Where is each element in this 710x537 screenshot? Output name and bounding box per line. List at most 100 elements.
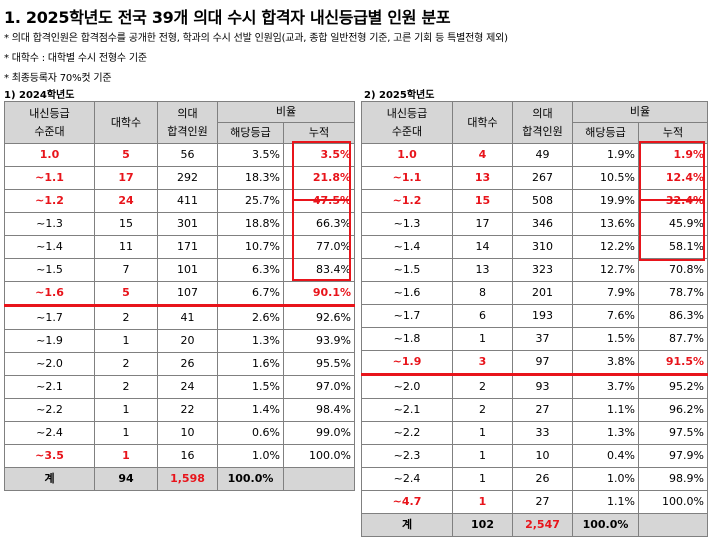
cell-univ: 7: [94, 258, 158, 282]
total-row: 계 102 2,547 100.0%: [361, 513, 708, 537]
table-row: ~2.1 2 27 1.1% 96.2%: [361, 398, 708, 422]
cell-cum: 100.0%: [638, 490, 708, 514]
cell-univ: 13: [452, 258, 513, 282]
cell-ratio: 18.8%: [217, 212, 284, 236]
cell-univ: 1: [94, 398, 158, 422]
table-row: ~1.1 13 267 10.5% 12.4%: [361, 166, 708, 190]
cell-admit: 27: [512, 490, 573, 514]
cell-cum: 93.9%: [283, 329, 355, 353]
header-admitted: 의대 합격인원: [157, 101, 218, 144]
cell-ratio: 12.2%: [572, 235, 639, 259]
cell-admit: 193: [512, 304, 573, 328]
cell-ratio: 0.6%: [217, 421, 284, 445]
cell-cum: 98.4%: [283, 398, 355, 422]
cell-univ: 2: [94, 375, 158, 399]
cell-grade: ~1.4: [361, 235, 453, 259]
cell-univ: 1: [452, 421, 513, 445]
cell-cum: 77.0%: [283, 235, 355, 259]
table-row: 1.0 4 49 1.9% 1.9%: [361, 143, 708, 167]
cell-grade: ~1.2: [361, 189, 453, 213]
cell-ratio: 3.8%: [572, 350, 639, 376]
cell-grade: ~1.7: [361, 304, 453, 328]
cell-ratio: 1.0%: [217, 444, 284, 468]
cell-univ: 1: [452, 327, 513, 351]
table-row: ~3.5 1 16 1.0% 100.0%: [4, 444, 355, 468]
table-row: ~2.2 1 33 1.3% 97.5%: [361, 421, 708, 445]
note-admissions: * 의대 합격인원은 합격점수를 공개한 전형, 학과의 수시 선발 인원임(교…: [4, 33, 508, 44]
note-cutoff: * 최종등록자 70%컷 기준: [4, 73, 112, 84]
cell-univ: 15: [452, 189, 513, 213]
table-row: ~2.4 1 10 0.6% 99.0%: [4, 421, 355, 445]
cell-grade: ~1.5: [361, 258, 453, 282]
total-label: 계: [4, 467, 95, 491]
table-2024: 내신등급 수준대 대학수 의대 합격인원 비율 해당등급 누적 1.0 5 56 3.…: [4, 101, 355, 491]
total-admit: 2,547: [512, 513, 573, 537]
cell-cum: 90.1%: [283, 281, 355, 307]
cell-admit: 93: [512, 374, 573, 399]
table-2024-label: 1) 2024학년도: [4, 90, 75, 101]
cell-admit: 508: [512, 189, 573, 213]
header-grade-line1: 내신등급: [29, 106, 70, 120]
cell-grade: ~1.1: [361, 166, 453, 190]
cell-grade: ~1.6: [361, 281, 453, 305]
cell-univ: 5: [94, 143, 158, 167]
cell-ratio: 1.0%: [572, 467, 639, 491]
cell-cum: 58.1%: [638, 235, 708, 259]
cell-admit: 56: [157, 143, 218, 167]
header-ratio: 비율: [572, 101, 708, 123]
cell-admit: 41: [157, 305, 218, 330]
cell-grade: ~2.3: [361, 444, 453, 468]
cell-admit: 411: [157, 189, 218, 213]
header-grade: 내신등급 수준대: [361, 101, 453, 144]
page-title: 1. 2025학년도 전국 39개 의대 수시 합격자 내신등급별 인원 분포: [4, 8, 451, 27]
cell-cum: 66.3%: [283, 212, 355, 236]
cell-univ: 1: [452, 444, 513, 468]
cell-univ: 24: [94, 189, 158, 213]
cell-ratio: 1.1%: [572, 398, 639, 422]
cell-univ: 13: [452, 166, 513, 190]
total-cum-empty: [283, 467, 355, 491]
total-row: 계 94 1,598 100.0%: [4, 467, 355, 491]
cell-cum: 1.9%: [638, 143, 708, 167]
header-univ-count: 대학수: [94, 101, 158, 144]
cell-grade: ~2.0: [4, 352, 95, 376]
cell-cum: 83.4%: [283, 258, 355, 282]
cell-univ: 17: [452, 212, 513, 236]
table-row: ~2.4 1 26 1.0% 98.9%: [361, 467, 708, 491]
cell-ratio: 1.5%: [572, 327, 639, 351]
cell-grade: ~1.3: [4, 212, 95, 236]
cell-grade: ~1.6: [4, 281, 95, 307]
table-row: ~1.6 8 201 7.9% 78.7%: [361, 281, 708, 305]
total-label: 계: [361, 513, 453, 537]
cell-grade: ~2.2: [4, 398, 95, 422]
cell-grade: 1.0: [4, 143, 95, 167]
cell-ratio: 10.7%: [217, 235, 284, 259]
table-row: ~2.3 1 10 0.4% 97.9%: [361, 444, 708, 468]
cell-grade: ~2.4: [4, 421, 95, 445]
cell-ratio: 0.4%: [572, 444, 639, 468]
cell-cum: 99.0%: [283, 421, 355, 445]
header-grade-line2: 수준대: [391, 124, 423, 138]
table-2025: 내신등급 수준대 대학수 의대 합격인원 비율 해당등급 누적 1.0 4 49 1.…: [361, 101, 708, 537]
cell-admit: 49: [512, 143, 573, 167]
cell-cum: 87.7%: [638, 327, 708, 351]
cell-cum: 95.5%: [283, 352, 355, 376]
cell-admit: 171: [157, 235, 218, 259]
cell-cum: 100.0%: [283, 444, 355, 468]
header-admitted-line1: 의대: [177, 106, 198, 120]
cell-ratio: 1.1%: [572, 490, 639, 514]
cell-grade: ~2.2: [361, 421, 453, 445]
cell-admit: 201: [512, 281, 573, 305]
table-row: 1.0 5 56 3.5% 3.5%: [4, 143, 355, 167]
table-row: ~1.2 24 411 25.7% 47.5%: [4, 189, 355, 213]
cell-univ: 2: [452, 374, 513, 399]
cell-admit: 107: [157, 281, 218, 307]
cell-cum: 70.8%: [638, 258, 708, 282]
cell-univ: 17: [94, 166, 158, 190]
cell-grade: ~3.5: [4, 444, 95, 468]
cell-grade: ~2.4: [361, 467, 453, 491]
header-admitted-line1: 의대: [532, 106, 553, 120]
cell-ratio: 13.6%: [572, 212, 639, 236]
cell-univ: 8: [452, 281, 513, 305]
cell-ratio: 3.7%: [572, 374, 639, 399]
